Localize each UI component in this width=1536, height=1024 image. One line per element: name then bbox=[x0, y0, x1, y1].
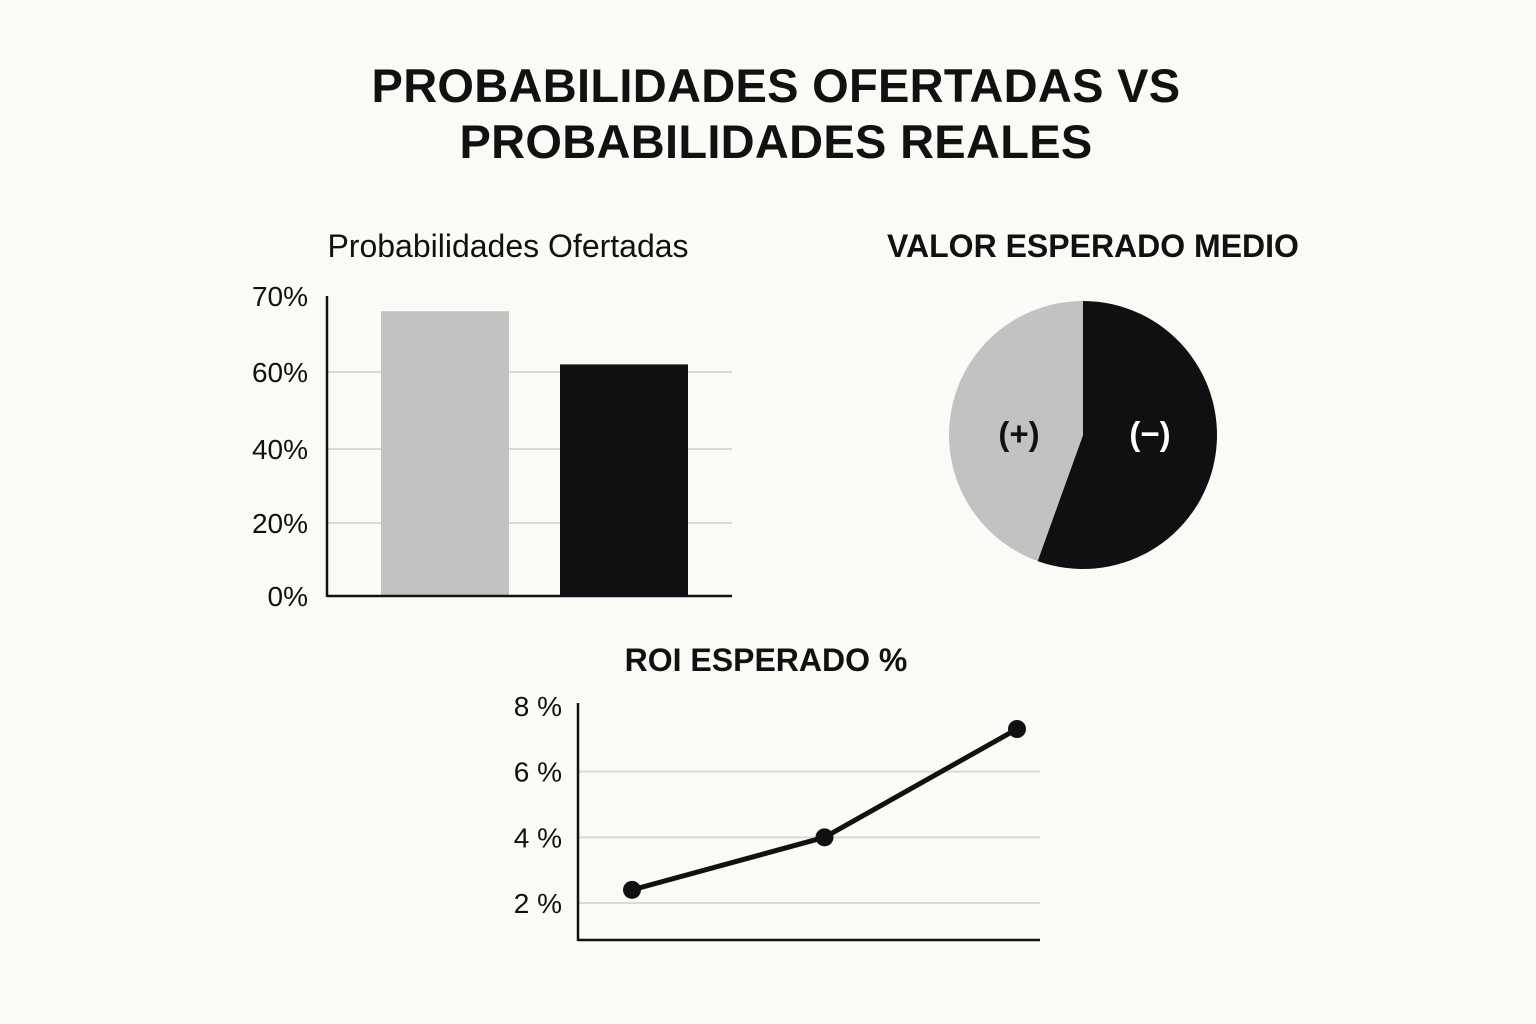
line-chart-y-ticks: 2 % 4 % 6 % 8 % bbox=[514, 691, 562, 919]
line-y-tick-label: 2 % bbox=[514, 888, 562, 919]
bar-y-tick-label: 60% bbox=[252, 357, 308, 388]
bar-y-tick-label: 0% bbox=[268, 581, 308, 612]
pie-chart-slices bbox=[949, 300, 1218, 569]
line-chart: ROI ESPERADO % 2 % 4 % 6 % 8 % bbox=[514, 642, 1040, 942]
line-point-1 bbox=[623, 880, 641, 899]
line-y-tick-label: 4 % bbox=[514, 822, 562, 853]
main-title-line-2: PROBABILIDADES REALES bbox=[459, 115, 1093, 168]
bar-y-tick-label: 40% bbox=[252, 434, 308, 465]
bar-chart: Probabilidades Ofertadas 0% 20% 40% 60% 70% bbox=[252, 228, 732, 612]
bar-1 bbox=[381, 311, 509, 596]
line-chart-title: ROI ESPERADO % bbox=[625, 642, 908, 678]
line-point-2 bbox=[815, 828, 834, 847]
bar-2 bbox=[560, 364, 688, 596]
bar-y-tick-label: 70% bbox=[252, 281, 308, 312]
line-chart-gridlines bbox=[578, 770, 1040, 904]
bar-chart-title: Probabilidades Ofertadas bbox=[327, 228, 688, 264]
pie-chart-labels: (+) (−) bbox=[998, 415, 1170, 452]
line-y-tick-label: 8 % bbox=[514, 691, 562, 722]
main-title-line-1: PROBABILIDADES OFERTADAS VS bbox=[371, 59, 1181, 112]
line-y-tick-label: 6 % bbox=[514, 757, 562, 788]
pie-chart: VALOR ESPERADO MEDIO (+) (−) bbox=[887, 228, 1299, 569]
pie-slice-positive bbox=[949, 300, 1083, 562]
bar-chart-y-ticks: 0% 20% 40% 60% 70% bbox=[252, 281, 308, 612]
line-series-path bbox=[631, 726, 1019, 893]
pie-label-positive: (+) bbox=[998, 415, 1039, 452]
bar-chart-bars bbox=[381, 311, 688, 596]
pie-slice-negative bbox=[1037, 301, 1218, 569]
pie-chart-title: VALOR ESPERADO MEDIO bbox=[887, 228, 1299, 264]
bar-y-tick-label: 20% bbox=[252, 508, 308, 539]
line-chart-series bbox=[623, 720, 1026, 899]
main-title: PROBABILIDADES OFERTADAS VS PROBABILIDAD… bbox=[0, 58, 1536, 170]
line-point-3 bbox=[1008, 720, 1026, 739]
pie-label-negative: (−) bbox=[1129, 415, 1170, 452]
